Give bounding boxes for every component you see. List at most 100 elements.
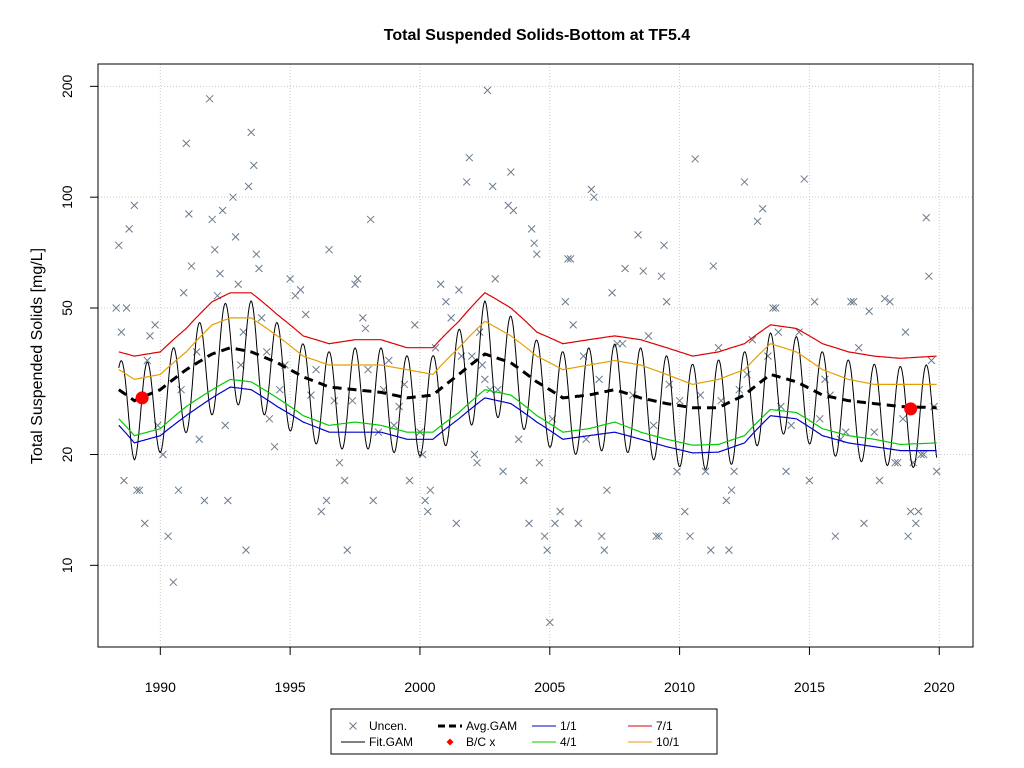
data-point — [660, 241, 668, 250]
data-point — [854, 343, 863, 352]
data-point — [185, 210, 193, 218]
x-tick-label: 2020 — [924, 679, 955, 695]
data-point — [208, 215, 217, 224]
data-point — [164, 532, 172, 541]
apr-curve — [118, 378, 937, 446]
data-point — [418, 450, 427, 459]
y-tick-label: 20 — [59, 447, 75, 463]
data-point — [244, 182, 253, 191]
fit-gam-curve — [118, 300, 938, 470]
data-point — [722, 496, 731, 505]
data-point — [473, 458, 481, 467]
data-point — [532, 250, 541, 259]
data-point — [782, 467, 790, 476]
legend-item: Avg.GAM — [438, 719, 517, 733]
data-point — [275, 385, 284, 394]
data-point — [301, 310, 310, 319]
data-point — [519, 476, 528, 485]
data-point — [673, 467, 681, 476]
legend-item: Fit.GAM — [341, 735, 413, 749]
data-point — [787, 421, 796, 430]
data-point — [426, 486, 435, 495]
legend-label: 1/1 — [560, 719, 577, 733]
data-point — [465, 153, 474, 162]
data-point — [353, 274, 362, 283]
data-point — [130, 201, 139, 210]
data-point — [205, 94, 214, 103]
bc-point — [904, 402, 918, 416]
data-point — [540, 532, 549, 541]
x-axis: 1990 1995 2000 2005 2010 2015 2020 — [145, 646, 955, 695]
data-point — [771, 304, 780, 312]
data-point — [769, 304, 777, 312]
legend-item: B/C x — [446, 735, 495, 749]
data-point — [748, 335, 757, 344]
data-point — [499, 467, 507, 476]
data-point — [146, 332, 154, 340]
data-point — [252, 250, 261, 259]
y-tick-label: 50 — [59, 300, 75, 316]
data-point — [122, 304, 131, 312]
data-point — [452, 519, 461, 528]
data-point — [800, 175, 809, 183]
legend-label: 4/1 — [560, 735, 577, 749]
data-point — [462, 178, 471, 186]
legend-label: 7/1 — [656, 719, 673, 733]
data-point — [421, 496, 430, 505]
data-point — [569, 320, 578, 329]
data-point — [904, 532, 912, 541]
data-point — [200, 496, 209, 505]
data-point — [701, 467, 710, 476]
gam-curves — [117, 292, 938, 470]
data-point — [135, 486, 144, 495]
data-point — [312, 365, 320, 374]
data-point — [262, 348, 271, 356]
data-point — [925, 272, 933, 281]
data-point — [257, 314, 266, 322]
data-point — [727, 486, 736, 495]
data-point — [652, 532, 661, 541]
data-point — [486, 385, 494, 394]
data-point — [810, 297, 819, 306]
legend-item: 1/1 — [532, 719, 577, 733]
data-point — [455, 286, 463, 294]
data-point — [595, 375, 603, 384]
data-point — [358, 314, 367, 322]
data-point — [265, 414, 274, 423]
data-point — [561, 297, 570, 306]
data-point — [917, 450, 925, 459]
data-point — [649, 421, 658, 430]
x-tick-label: 1995 — [275, 679, 306, 695]
data-point — [169, 578, 178, 587]
data-point — [470, 450, 479, 459]
data-point — [644, 332, 653, 340]
data-point — [395, 402, 404, 411]
y-axis: 10 20 50 100 200 — [59, 74, 98, 573]
legend-label: B/C x — [466, 735, 495, 749]
data-point — [223, 496, 232, 505]
data-point — [239, 328, 248, 336]
data-point — [535, 458, 544, 467]
data-point — [912, 519, 920, 528]
data-point — [221, 421, 230, 430]
data-point — [361, 324, 370, 333]
data-point — [436, 280, 445, 289]
data-point — [330, 396, 339, 405]
x-tick-label: 2005 — [534, 679, 565, 695]
data-point — [366, 215, 375, 224]
data-point — [231, 233, 240, 241]
gridlines — [98, 64, 973, 647]
data-point — [125, 225, 134, 233]
y-axis-title: Total Suspended Solids [mg/L] — [29, 248, 46, 464]
data-point — [478, 361, 487, 369]
oct-curve — [118, 317, 937, 386]
data-point — [709, 262, 718, 270]
data-point — [621, 264, 629, 273]
data-point — [307, 391, 315, 399]
data-point — [847, 297, 855, 306]
data-point — [870, 428, 879, 437]
data-point — [255, 264, 263, 273]
legend-item: Uncen. — [349, 719, 407, 733]
data-point — [906, 507, 915, 516]
data-point — [691, 155, 700, 163]
